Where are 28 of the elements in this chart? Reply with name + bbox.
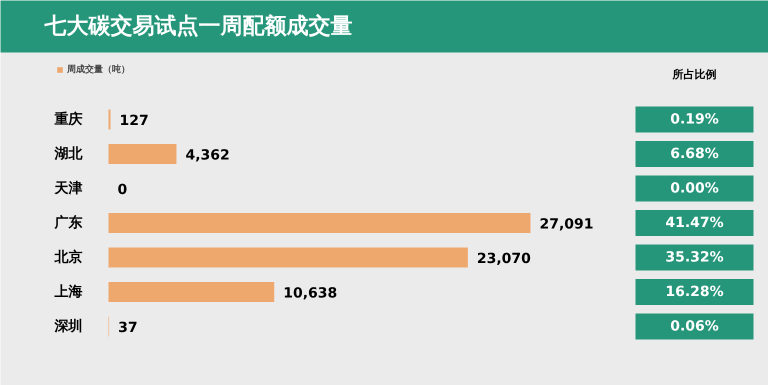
bar (108, 247, 468, 268)
chart-title: 七大碳交易试点一周配额成交量 (44, 13, 352, 39)
text: 35.32% (665, 250, 724, 266)
y-tick-label: 天津 (54, 180, 82, 196)
y-tick-label: 上海 (54, 284, 82, 300)
text: 41.47% (665, 215, 724, 231)
y-tick-label: 重庆 (54, 110, 82, 128)
y-tick-label: 广东 (54, 214, 82, 231)
bar (108, 212, 530, 234)
data-label: 27,091 (540, 216, 594, 232)
bar (108, 282, 274, 302)
y-tick-label: 深圳 (54, 318, 82, 334)
legend-title: 所占比例 (672, 68, 716, 81)
data-label: 4,362 (185, 148, 230, 164)
data-label: 0 (118, 182, 128, 198)
data-label: 37 (118, 320, 138, 336)
text: 6.68% (670, 146, 719, 162)
y-tick-label: 湖北 (54, 146, 84, 162)
data-label: 23,070 (476, 251, 532, 267)
legend-label: 周成交量（吨） (67, 63, 130, 76)
bar (108, 144, 176, 164)
text: 0.00% (670, 180, 719, 196)
y-tick-label: 北京 (54, 248, 82, 266)
text: 0.19% (670, 112, 719, 128)
data-label: 127 (119, 113, 149, 129)
text: 16.28% (665, 284, 724, 300)
data-label: 10,638 (283, 286, 338, 302)
text: 0.06% (670, 318, 719, 334)
